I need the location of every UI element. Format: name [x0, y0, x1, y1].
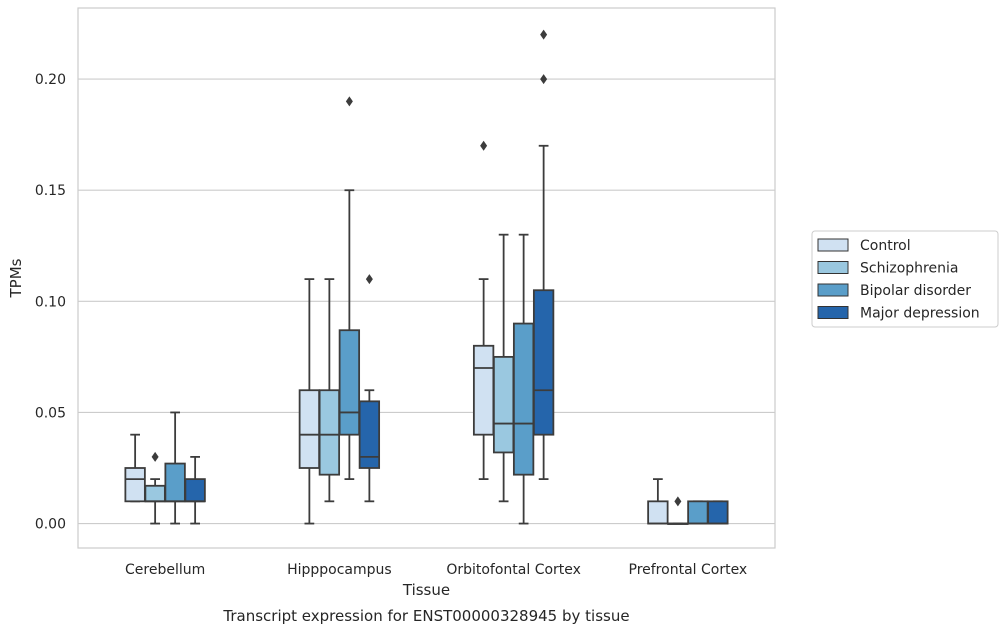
box-schizophrenia: [492, 233, 515, 503]
y-tick-label: 0.20: [35, 72, 66, 88]
box-control: [647, 478, 669, 525]
x-tick-label: Orbitofontal Cortex: [446, 562, 581, 578]
box-iqr: [647, 500, 669, 525]
box-bipolar-disorder: [338, 96, 361, 481]
y-axis-ticks: 0.00 0.05 0.10 0.15 0.20: [35, 72, 66, 532]
legend: Control Schizophrenia Bipolar disorder Majo…: [811, 230, 999, 328]
box-iqr: [492, 355, 515, 454]
outlier-point: [540, 74, 548, 85]
box-iqr: [164, 462, 186, 503]
x-tick-label: Prefrontal Cortex: [629, 562, 748, 578]
box-iqr: [472, 344, 495, 436]
outlier-point: [365, 274, 373, 285]
outlier-point: [480, 140, 488, 151]
legend-swatch: [817, 306, 849, 319]
legend-frame: [811, 230, 999, 328]
box-bipolar-disorder: [512, 233, 535, 525]
box-plot-series: [124, 29, 729, 525]
box-control: [472, 140, 495, 481]
box-major-depression: [184, 455, 206, 525]
box-iqr: [124, 467, 146, 503]
x-tick-label: Cerebellum: [125, 562, 205, 578]
x-axis-label: Tissue: [402, 581, 450, 599]
legend-label: Bipolar disorder: [860, 283, 971, 299]
grid-lines: [78, 78, 775, 525]
chart-caption: Transcript expression for ENST0000032894…: [222, 607, 629, 625]
outlier-point: [345, 96, 353, 107]
box-iqr: [318, 389, 341, 476]
x-axis-ticks: Cerebellum Hipppocampus Orbitofontal Corte…: [125, 562, 747, 578]
legend-swatch: [817, 283, 849, 297]
box-major-depression: [707, 500, 729, 525]
legend-swatch: [817, 261, 849, 274]
box-control: [298, 278, 321, 525]
y-tick-label: 0.00: [35, 517, 66, 533]
plot-frame: [77, 7, 776, 549]
box-iqr: [184, 478, 206, 503]
legend-label: Schizophrenia: [860, 261, 958, 277]
outlier-point: [540, 29, 548, 40]
legend-swatch: [817, 238, 849, 252]
box-control: [124, 433, 146, 503]
box-bipolar-disorder: [687, 500, 709, 525]
box-iqr: [144, 484, 166, 503]
box-bipolar-disorder: [164, 411, 186, 525]
legend-label: Control: [860, 238, 911, 254]
box-iqr: [358, 400, 381, 469]
box-schizophrenia: [318, 278, 341, 503]
box-iqr: [687, 500, 709, 525]
x-tick-label: Hipppocampus: [287, 562, 392, 578]
box-schizophrenia: [667, 496, 689, 525]
box-iqr: [512, 322, 535, 476]
legend-label: Major depression: [860, 306, 980, 322]
outlier-point: [674, 496, 682, 507]
y-tick-label: 0.05: [35, 405, 66, 421]
box-iqr: [338, 329, 361, 436]
y-tick-label: 0.10: [35, 294, 66, 310]
y-tick-label: 0.15: [35, 183, 66, 199]
y-axis-label: TPMs: [7, 258, 25, 298]
box-iqr: [532, 289, 555, 436]
box-iqr: [707, 500, 729, 525]
outlier-point: [151, 451, 159, 462]
box-major-depression: [532, 29, 555, 481]
box-iqr: [298, 389, 321, 469]
box-schizophrenia: [144, 451, 166, 525]
box-major-depression: [358, 274, 381, 503]
